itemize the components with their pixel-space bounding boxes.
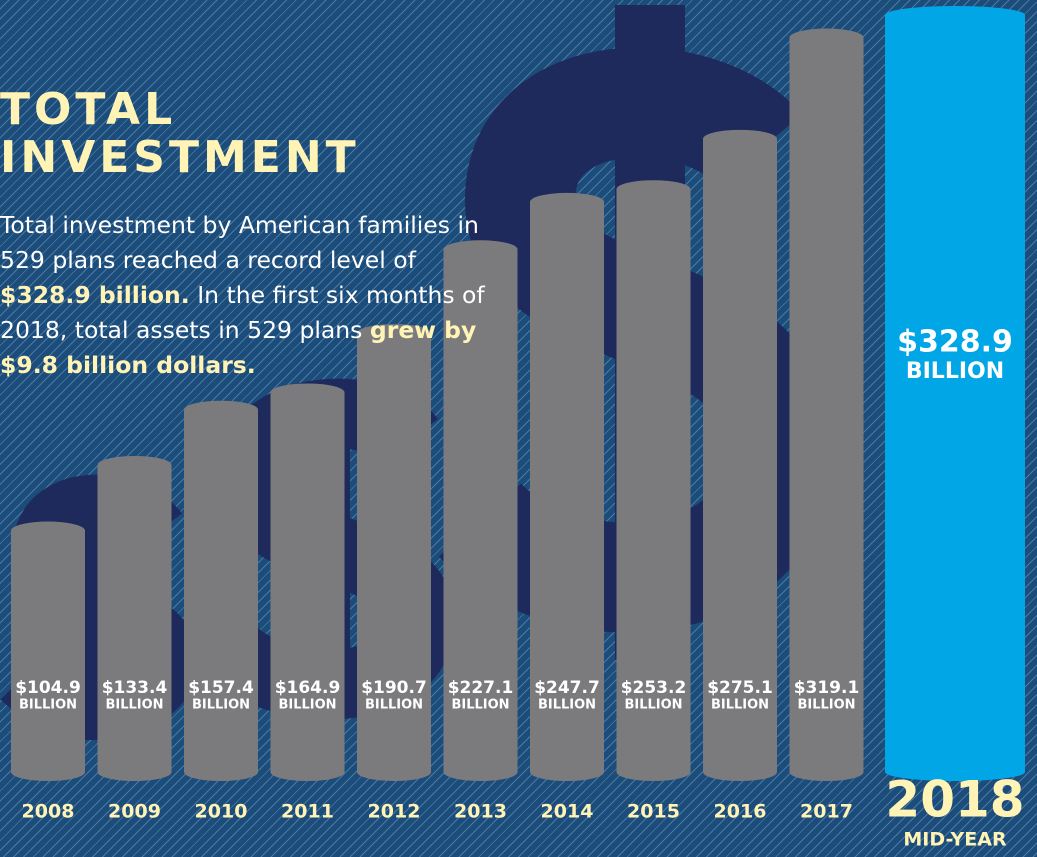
unit-label: BILLION xyxy=(797,698,855,713)
value-label: $227.1 xyxy=(448,678,514,698)
text: In the first six months of 2018, total a… xyxy=(0,281,485,344)
x-tick-label: 2015 xyxy=(627,801,680,823)
x-tick-label: 2010 xyxy=(195,801,248,823)
bar xyxy=(11,521,85,781)
x-tick-label: 2012 xyxy=(368,801,421,823)
x-tick-label: 2013 xyxy=(454,801,507,823)
x-tick-label: 2014 xyxy=(541,801,594,823)
value-label: $190.7 xyxy=(361,678,427,698)
bar xyxy=(703,129,777,782)
value-label: $328.9 xyxy=(897,325,1013,360)
unit-label: BILLION xyxy=(624,698,682,713)
x-tick-label: 2016 xyxy=(714,801,767,823)
x-tick-label: 2011 xyxy=(281,801,334,823)
bar xyxy=(97,455,172,781)
text: Total investment by American families in… xyxy=(0,211,479,274)
bar xyxy=(270,383,345,781)
value-label: $275.1 xyxy=(707,678,773,698)
unit-label: BILLION xyxy=(278,698,336,713)
x-tick-label: 2009 xyxy=(108,801,161,823)
value-label: $157.4 xyxy=(188,678,254,698)
title-line: INVESTMENT xyxy=(0,132,360,183)
x-tick-label: 2008 xyxy=(22,801,75,823)
category-note: MID-YEAR xyxy=(903,829,1007,851)
unit-label: BILLION xyxy=(906,359,1004,384)
unit-label: BILLION xyxy=(711,698,769,713)
unit-label: BILLION xyxy=(365,698,423,713)
title-line: TOTAL xyxy=(0,84,176,135)
unit-label: BILLION xyxy=(538,698,596,713)
unit-label: BILLION xyxy=(19,698,77,713)
value-label: $253.2 xyxy=(621,678,687,698)
x-tick-label: 2017 xyxy=(800,801,853,823)
value-label: $133.4 xyxy=(102,678,168,698)
description: Total investment by American families in… xyxy=(0,208,505,383)
value-label: $319.1 xyxy=(794,678,860,698)
value-label: $164.9 xyxy=(275,678,341,698)
bar xyxy=(184,400,258,781)
bar xyxy=(357,324,431,781)
bar xyxy=(443,240,518,781)
value-label: $104.9 xyxy=(15,678,81,698)
highlight: $328.9 billion. xyxy=(0,281,190,309)
value-label: $247.7 xyxy=(534,678,600,698)
unit-label: BILLION xyxy=(192,698,250,713)
bar xyxy=(530,192,604,781)
bar xyxy=(885,6,1025,781)
unit-label: BILLION xyxy=(105,698,163,713)
bar xyxy=(789,28,864,782)
bar xyxy=(616,180,691,781)
highlight: grew by $9.8 billion dollars. xyxy=(0,316,477,379)
unit-label: BILLION xyxy=(451,698,509,713)
x-tick-label: 2018 xyxy=(885,771,1024,829)
